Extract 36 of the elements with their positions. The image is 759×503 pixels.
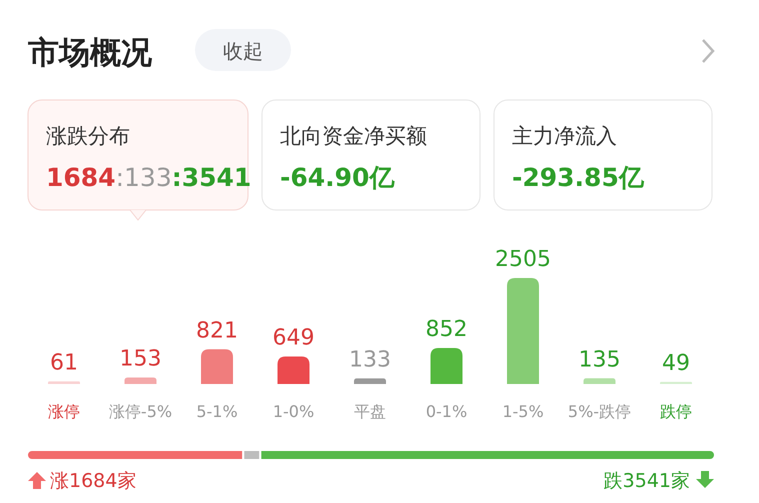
text: 北向资金净买额 [280, 124, 427, 148]
text: -293.85亿 [512, 163, 645, 192]
x-tick-label: 0-1% [426, 402, 468, 421]
text: 跌3541家 [604, 470, 690, 492]
x-tick-label: 涨停-5% [108, 402, 172, 421]
x-tick-label: 跌停 [660, 402, 692, 421]
bar [201, 349, 233, 384]
text: 1684:133:3541 [46, 163, 252, 192]
text: 涨跌分布 [46, 124, 130, 148]
bar [430, 348, 462, 384]
text: 收起 [223, 39, 263, 63]
x-tick-label: 5-1% [196, 402, 238, 421]
bar [48, 381, 80, 384]
x-tick-label: 1-0% [272, 402, 314, 421]
x-tick-label: 平盘 [354, 402, 386, 421]
data-label: 153 [120, 346, 162, 372]
x-tick-label: 1-5% [502, 402, 544, 421]
bar [354, 378, 386, 384]
bar [584, 378, 616, 384]
bar [507, 278, 539, 384]
bar [124, 378, 156, 384]
data-label: 61 [50, 350, 78, 376]
data-label: 821 [196, 318, 238, 344]
text: -64.90亿 [280, 163, 396, 192]
bar [278, 356, 310, 384]
data-label: 852 [426, 316, 468, 342]
data-label: 2505 [495, 247, 551, 272]
data-label: 649 [272, 326, 314, 351]
x-tick-label: 涨停 [48, 402, 80, 421]
data-label: 49 [662, 350, 690, 376]
data-label: 133 [349, 347, 391, 372]
x-tick-label: 5%-跌停 [568, 402, 632, 421]
text: 市场概况 [27, 35, 153, 71]
text: 主力净流入 [512, 124, 617, 148]
data-label: 135 [578, 347, 620, 372]
text: 涨1684家 [50, 470, 136, 492]
